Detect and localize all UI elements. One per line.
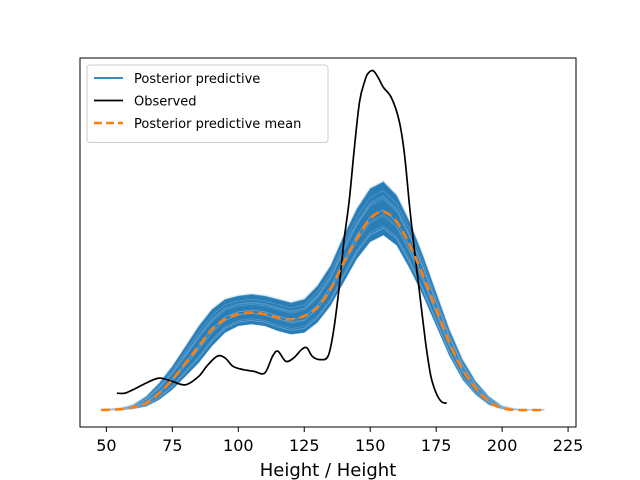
- posterior-predictive-sample-line: [101, 179, 545, 410]
- x-tick-label: 150: [355, 436, 386, 455]
- legend-label: Posterior predictive mean: [134, 117, 301, 132]
- posterior-predictive-mean-line: [101, 210, 545, 412]
- posterior-predictive-sample-line: [101, 190, 545, 411]
- x-tick-label: 125: [289, 436, 320, 455]
- x-tick-label: 175: [421, 436, 452, 455]
- x-tick-label: 100: [223, 436, 254, 455]
- legend: Posterior predictive Observed Posterior pr…: [86, 64, 329, 143]
- posterior-predictive-sample-line: [101, 225, 545, 410]
- x-tick-label: 225: [553, 436, 584, 455]
- x-axis-label: Height / Height: [260, 460, 397, 480]
- chart-lines: [101, 69, 545, 412]
- posterior-predictive-sample-line: [101, 195, 545, 411]
- posterior-predictive-sample-line: [101, 198, 545, 411]
- legend-label: Observed: [134, 95, 197, 110]
- x-tick-label: 200: [487, 436, 518, 455]
- posterior-predictive-sample-line: [101, 228, 545, 411]
- posterior-predictive-sample-line: [101, 227, 545, 411]
- posterior-predictive-sample-line: [101, 197, 545, 410]
- axes-frame: [79, 57, 577, 428]
- x-axis-ticks: 50 75 100 125 150 175 200 225: [96, 427, 583, 455]
- x-tick-label: 50: [96, 436, 116, 455]
- plot-area: [101, 69, 545, 412]
- x-tick-label: 75: [162, 436, 182, 455]
- observed-line: [116, 69, 447, 405]
- posterior-predictive-sample-line: [101, 181, 545, 411]
- posterior-predictive-envelope: [101, 181, 545, 410]
- legend-label: Posterior predictive: [134, 72, 260, 87]
- legend-box: [86, 64, 329, 143]
- posterior-predictive-band: [101, 179, 545, 411]
